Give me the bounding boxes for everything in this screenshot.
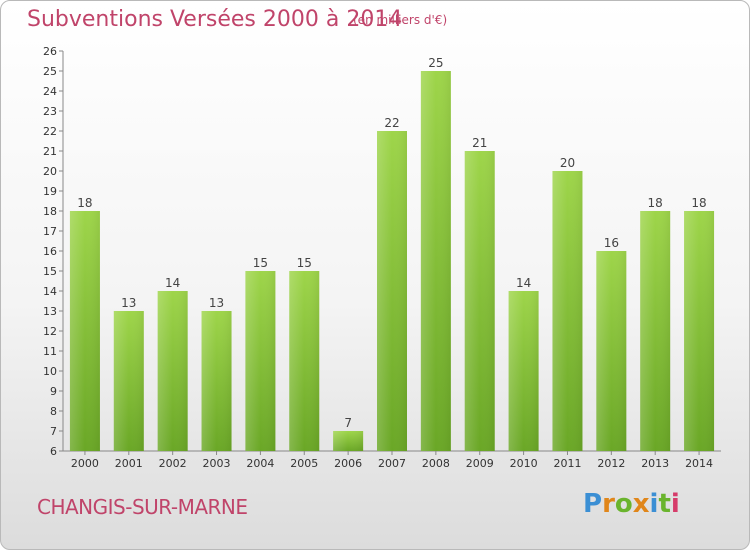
bar-highlight [684,211,715,451]
y-tick-label: 21 [43,145,57,158]
bar-highlight [420,71,451,451]
value-labels: 18 13 14 13 15 15 7 22 25 21 14 20 16 18 18 [77,56,706,430]
bar-highlight [289,271,320,451]
chart-subtitle: (en milliers d'€) [353,13,448,27]
logo-letter: i [649,489,659,519]
y-tick-label: 25 [43,65,57,78]
logo-letter: t [658,489,671,519]
data-label: 18 [77,196,92,210]
data-label: 20 [560,156,575,170]
y-tick-label: 20 [43,165,57,178]
place-name: CHANGIS-SUR-MARNE [37,495,248,519]
y-tick-label: 11 [43,345,57,358]
logo-letter: r [602,489,615,519]
logo-letter: o [614,489,633,519]
bar-highlight [508,291,539,451]
data-label: 25 [428,56,443,70]
data-label: 14 [516,276,531,290]
x-tick-label: 2009 [466,457,494,470]
x-tick-label: 2006 [334,457,362,470]
x-tick-label: 2011 [553,457,581,470]
bars [69,71,715,451]
bar-highlight [157,291,188,451]
data-label: 13 [209,296,224,310]
data-label: 13 [121,296,136,310]
data-label: 21 [472,136,487,150]
x-tick-label: 2007 [378,457,406,470]
logo-letter: x [632,489,650,519]
bar-highlight [201,311,232,451]
y-tick-label: 19 [43,185,57,198]
x-axis-ticks: 2000 2001 2002 2003 2004 2005 2006 2007 2008 2009… [71,451,713,470]
y-tick-label: 6 [50,445,57,458]
y-tick-label: 13 [43,305,57,318]
data-label: 16 [604,236,619,250]
logo-letter: P [583,489,603,519]
y-tick-label: 18 [43,205,57,218]
chart-title: Subventions Versées 2000 à 2014 [27,7,403,32]
data-label: 18 [648,196,663,210]
x-tick-label: 2005 [290,457,318,470]
logo-letter: i [670,489,680,519]
y-tick-label: 23 [43,105,57,118]
bar-highlight [640,211,671,451]
proxiti-logo: Proxiti [583,489,680,519]
x-tick-label: 2002 [159,457,187,470]
x-tick-label: 2012 [597,457,625,470]
y-tick-label: 10 [43,365,57,378]
data-label: 22 [384,116,399,130]
y-tick-label: 7 [50,425,57,438]
x-tick-label: 2014 [685,457,713,470]
bar-highlight [113,311,144,451]
x-tick-label: 2010 [510,457,538,470]
x-tick-label: 2001 [115,457,143,470]
y-tick-label: 9 [50,385,57,398]
bar-highlight [596,251,627,451]
y-axis-ticks: 6 7 8 9 10 11 12 13 14 15 16 17 18 19 20 21 22 23 24 25 26 [43,45,63,458]
y-tick-label: 8 [50,405,57,418]
data-label: 7 [344,416,352,430]
bar-highlight [69,211,100,451]
x-tick-label: 2000 [71,457,99,470]
y-tick-label: 26 [43,45,57,58]
y-tick-label: 16 [43,245,57,258]
bar-highlight [552,171,583,451]
y-tick-label: 17 [43,225,57,238]
bar-highlight [464,151,495,451]
y-tick-label: 22 [43,125,57,138]
x-tick-label: 2008 [422,457,450,470]
x-tick-label: 2003 [203,457,231,470]
bar-highlight [245,271,276,451]
data-label: 18 [691,196,706,210]
data-label: 15 [297,256,312,270]
data-label: 15 [253,256,268,270]
data-label: 14 [165,276,180,290]
y-tick-label: 14 [43,285,57,298]
x-tick-label: 2013 [641,457,669,470]
bar-highlight [333,431,364,451]
y-tick-label: 15 [43,265,57,278]
y-tick-label: 12 [43,325,57,338]
y-tick-label: 24 [43,85,57,98]
x-tick-label: 2004 [246,457,274,470]
bar-highlight [377,131,407,451]
